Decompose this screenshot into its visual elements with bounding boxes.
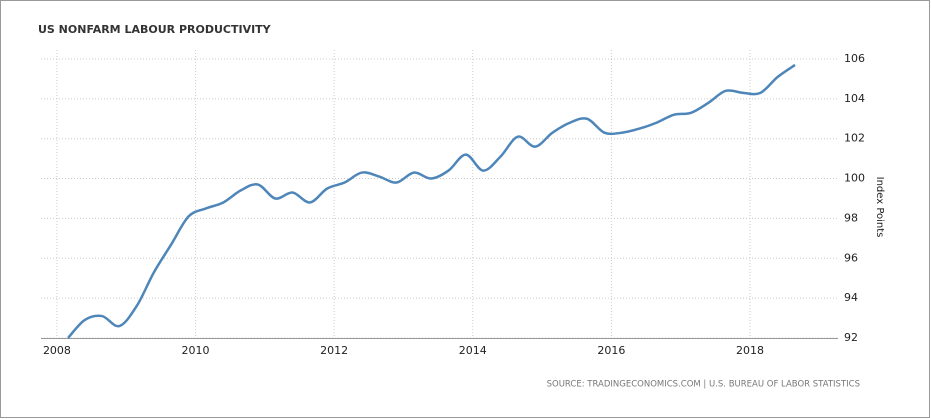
x-tick-label: 2018 — [736, 344, 764, 357]
y-tick-label: 92 — [844, 331, 858, 344]
x-tick-label: 2012 — [320, 344, 348, 357]
y-tick-label: 102 — [844, 132, 865, 145]
y-tick-label: 94 — [844, 291, 858, 304]
y-tick-label: 100 — [844, 172, 865, 185]
x-tick-label: 2010 — [182, 344, 210, 357]
line — [67, 63, 796, 339]
y-tick-label: 104 — [844, 92, 865, 105]
x-tick-label: 2014 — [459, 344, 487, 357]
y-tick-label: 96 — [844, 251, 858, 264]
y-axis-label: Index Points — [874, 177, 885, 238]
chart-title: US NONFARM LABOUR PRODUCTIVITY — [38, 23, 272, 36]
source: SOURCE: TRADINGECONOMICS.COM | U.S. BURE… — [547, 380, 860, 390]
y-tick-label: 106 — [844, 52, 865, 65]
y-tick-label: 98 — [844, 211, 858, 224]
x-tick-label: 2008 — [43, 344, 71, 357]
x-tick-label: 2016 — [597, 344, 625, 357]
